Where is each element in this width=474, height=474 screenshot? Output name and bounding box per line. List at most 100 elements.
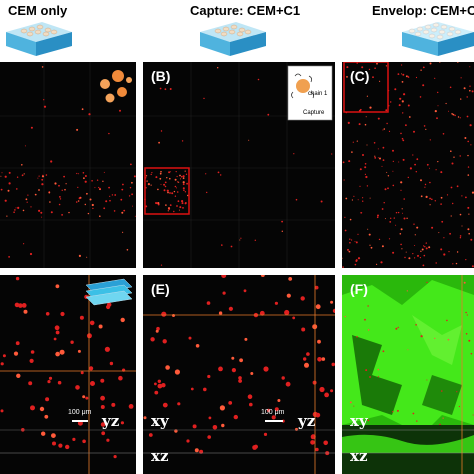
cell-dot: [106, 438, 110, 442]
cell-dot: [415, 324, 417, 326]
cell-dot: [203, 97, 205, 100]
cell-dot: [177, 402, 181, 406]
cell-dot: [435, 262, 437, 264]
cell-dot: [465, 259, 467, 261]
cell-dot: [401, 73, 403, 75]
cell-dot: [420, 195, 423, 198]
cell-dot: [429, 197, 431, 200]
cell-dot: [4, 175, 7, 178]
cell-dot: [401, 81, 404, 83]
cell-dot: [388, 130, 391, 132]
cell-dot: [369, 244, 371, 246]
cell-dot: [59, 196, 61, 198]
column-header-cem-only: CEM only: [8, 3, 68, 18]
cell-dot: [398, 161, 400, 163]
cell-dot: [160, 264, 163, 266]
cell-dot: [446, 319, 448, 322]
cell-dot: [41, 183, 44, 186]
cell-dot: [412, 412, 415, 415]
cell-dot: [160, 170, 162, 173]
cell-dot: [2, 354, 6, 358]
cell-dot: [362, 197, 364, 199]
cell-dot: [400, 243, 402, 246]
cell-dot: [314, 285, 319, 290]
cell-dot: [129, 187, 132, 189]
cell-dot: [351, 199, 353, 201]
cell-dot: [163, 183, 166, 186]
cell-dot: [99, 215, 101, 217]
cell-dot: [186, 439, 190, 443]
cell-dot: [381, 165, 383, 167]
cell-dot: [29, 252, 33, 256]
cell-dot: [154, 382, 157, 386]
cell-dot: [292, 316, 296, 320]
cell-dot: [277, 399, 281, 402]
cell-dot: [13, 351, 19, 356]
cell-dot: [344, 216, 346, 218]
cell-dot: [469, 66, 471, 68]
cell-dot: [440, 203, 442, 205]
cell-dot: [113, 210, 116, 212]
cell-dot: [231, 368, 236, 373]
cell-dot: [440, 248, 443, 251]
cell-dot: [465, 311, 467, 314]
panel-f-field: [342, 275, 474, 474]
cell-dot: [48, 191, 51, 194]
cell-dot: [349, 241, 351, 244]
cell-dot: [460, 77, 462, 79]
cell-dot: [456, 391, 458, 393]
cell-dot: [263, 366, 269, 372]
cell-dot: [364, 163, 367, 165]
cell-dot: [181, 202, 184, 205]
cell-dot: [158, 141, 160, 144]
cell-dot: [182, 181, 185, 184]
cell-dot: [170, 171, 172, 173]
cell-dot: [57, 380, 62, 385]
cell-dot: [257, 78, 260, 81]
panel-e: (E) 100 μm xy yz xz: [143, 275, 335, 474]
cell-dot: [407, 75, 409, 77]
cell-dot: [77, 349, 81, 353]
cell-dot: [43, 99, 45, 101]
cell-dot: [72, 437, 76, 441]
cell-dot: [41, 431, 46, 436]
cell-dot: [48, 376, 53, 380]
cell-dot: [21, 303, 27, 308]
cell-dot: [23, 309, 28, 314]
cell-dot: [344, 229, 347, 232]
cell-dot: [303, 357, 307, 361]
cell-dot: [304, 362, 309, 368]
cell-dot: [75, 201, 78, 203]
cell-dot: [358, 123, 361, 126]
cell-dot: [180, 175, 183, 178]
cell-dot: [128, 195, 131, 197]
cell-dot: [101, 431, 106, 436]
cell-dot: [403, 198, 405, 200]
cell-dot: [163, 189, 166, 192]
cell-dot: [100, 422, 106, 427]
cell-dot: [122, 231, 124, 233]
panel-a-cells: [0, 171, 136, 218]
cell-dot: [188, 336, 192, 340]
cell-dot: [244, 337, 248, 341]
cell-dot: [167, 210, 169, 212]
cell-dot: [130, 163, 132, 166]
cell-dot: [448, 110, 449, 112]
cell-dot: [167, 191, 169, 194]
cell-dot: [351, 151, 353, 153]
cell-dot: [394, 88, 397, 91]
scale-bar-label-d: 100 μm: [68, 409, 92, 416]
cell-dot: [393, 217, 395, 219]
cell-dot: [377, 376, 379, 378]
cell-dot: [349, 218, 352, 221]
cell-dot: [30, 126, 33, 129]
cell-dot: [419, 257, 421, 259]
cell-dot: [364, 318, 366, 321]
cell-dot: [387, 175, 390, 177]
cell-dot: [320, 200, 323, 203]
cell-dot: [159, 177, 162, 180]
cell-dot: [160, 130, 163, 132]
cell-dot: [310, 434, 316, 440]
cell-dot: [162, 339, 167, 344]
cell-dot: [420, 69, 422, 71]
